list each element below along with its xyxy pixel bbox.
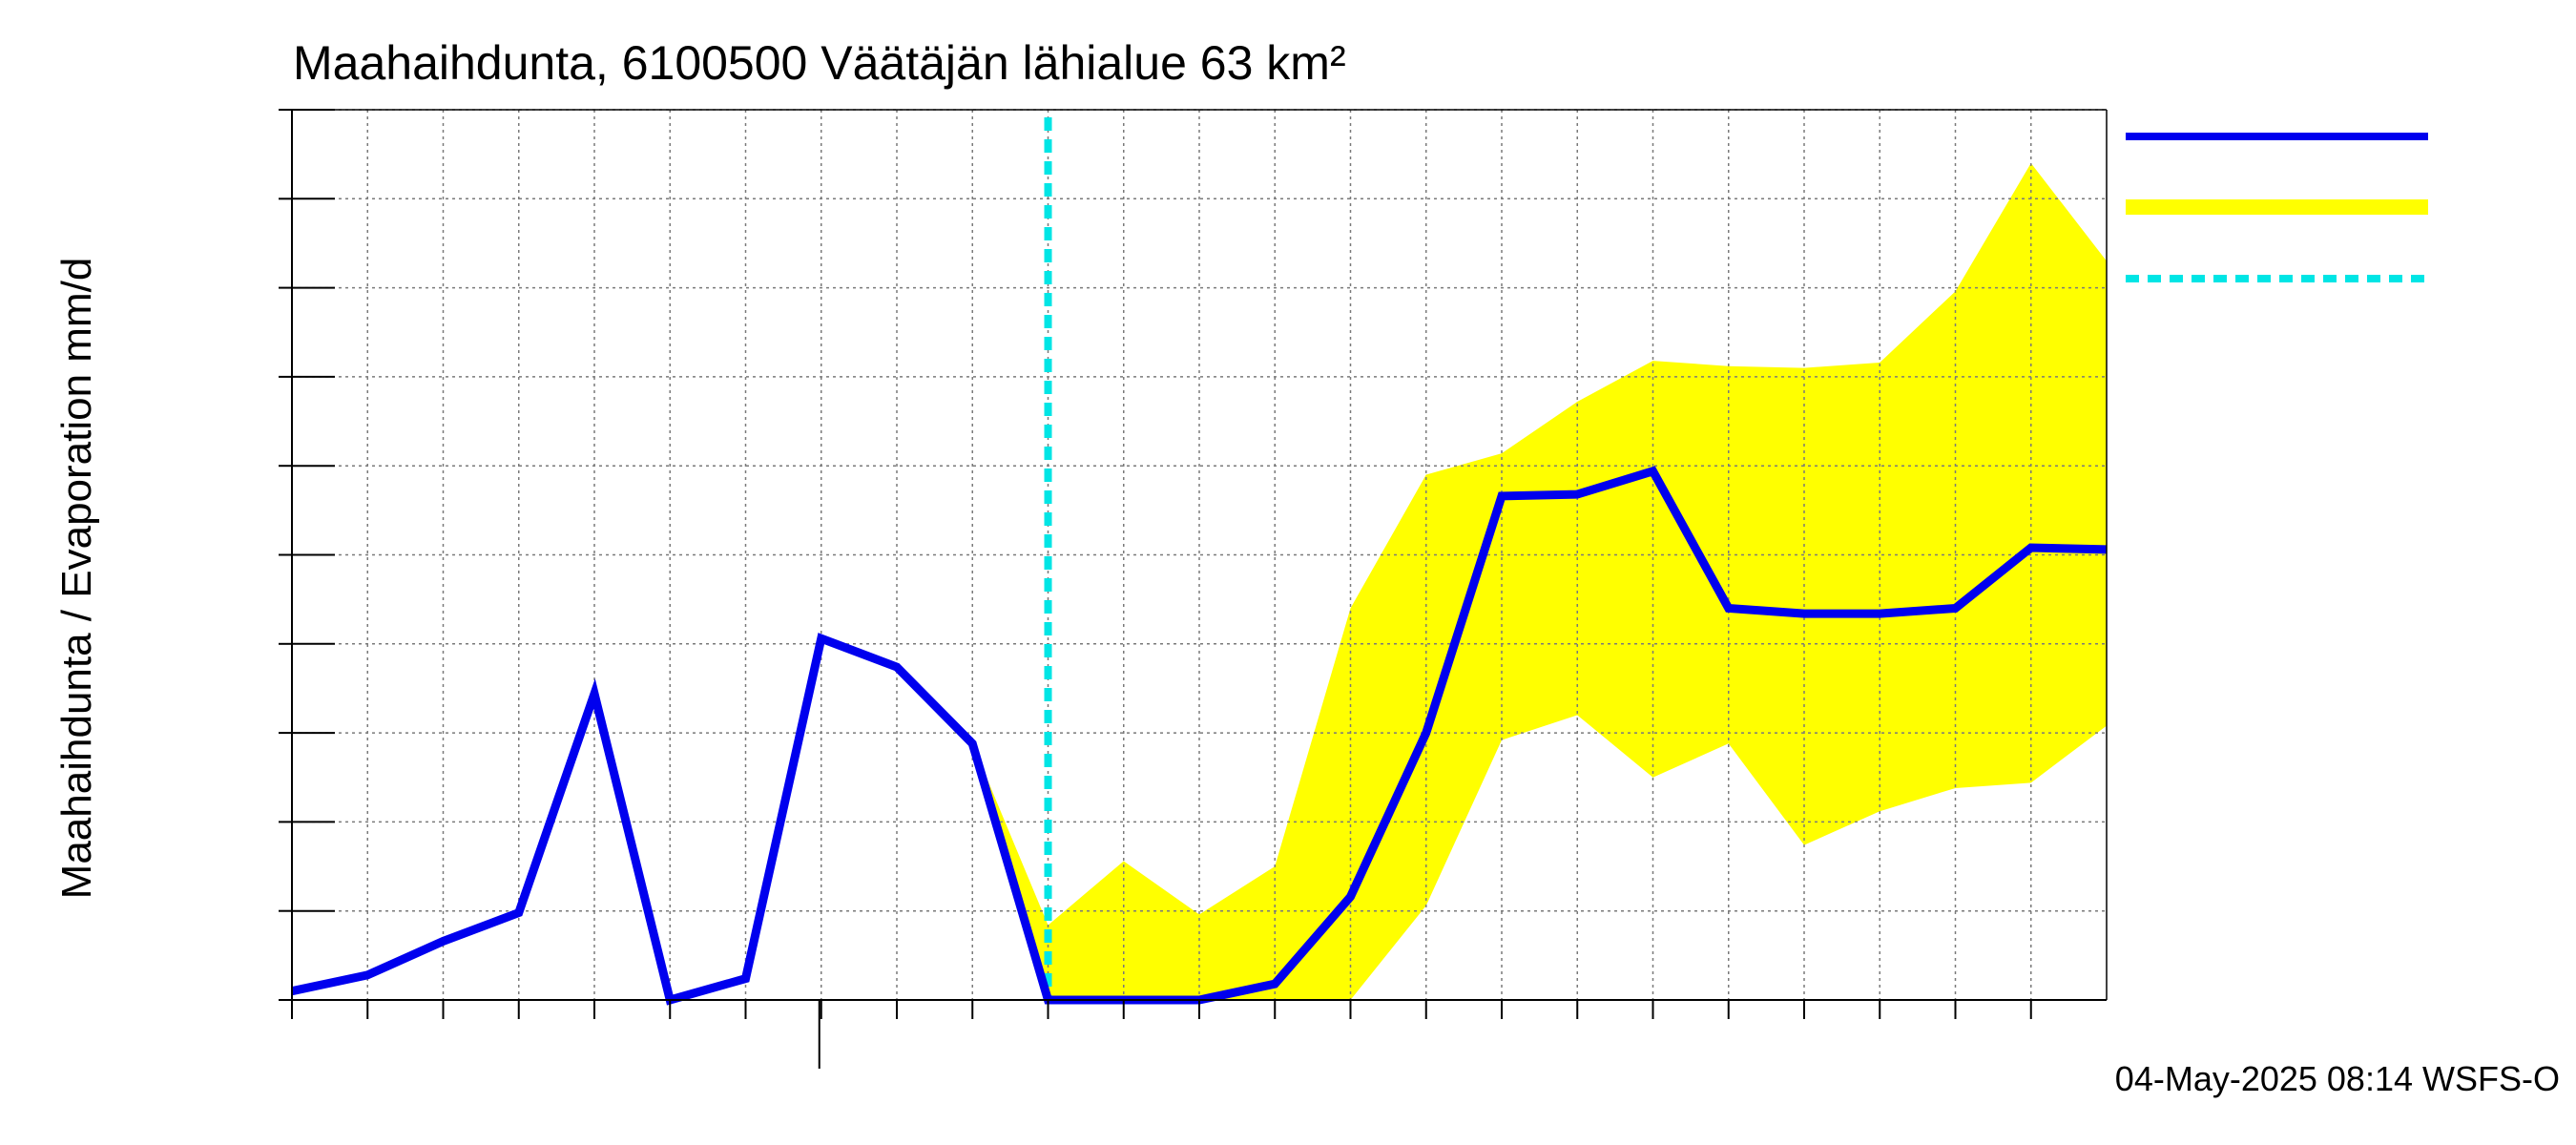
forecast-range-band-layer: [972, 162, 2107, 1001]
data-point: [971, 742, 973, 744]
data-point: [745, 978, 746, 980]
chart-title: Maahaihdunta, 6100500 Väätäjän lähialue …: [293, 36, 1346, 90]
legend: [2126, 133, 2428, 282]
timestamp-footer: 04-May-2025 08:14 WSFS-O: [2115, 1059, 2560, 1098]
data-point: [366, 974, 368, 976]
data-point: [2030, 547, 2032, 549]
data-point: [1652, 470, 1653, 472]
data-point: [1955, 607, 1956, 609]
y-axis-label: Maahaihdunta / Evaporation mm/d: [53, 258, 100, 900]
data-point: [1501, 495, 1503, 497]
forecast-range-band: [972, 162, 2107, 1001]
data-point: [1350, 896, 1351, 898]
axes-layer: [279, 109, 2108, 1069]
data-point: [518, 912, 520, 914]
data-point: [1576, 493, 1578, 495]
data-point: [443, 940, 444, 942]
data-point: [1274, 983, 1276, 985]
data-point: [896, 666, 898, 668]
data-point: [1728, 607, 1730, 609]
data-point: [1425, 732, 1427, 734]
data-point: [593, 693, 595, 695]
grid-layer: [292, 109, 2107, 1000]
